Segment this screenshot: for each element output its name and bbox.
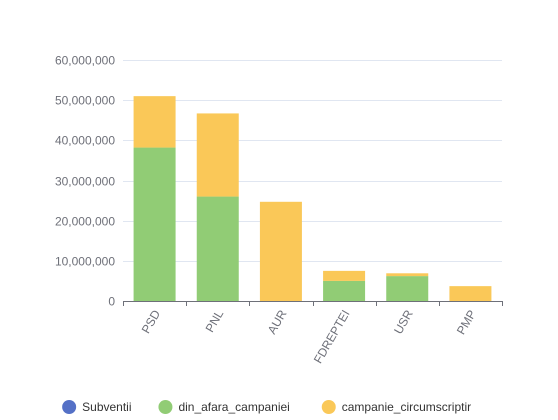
y-tick-label: 10,000,000 [55,255,115,269]
x-category-label: USR [391,307,416,336]
legend-marker [321,400,336,414]
x-axis-category-labels: PSD PNL AUR FDREPTEI USR PMP [139,307,479,366]
x-category-label: PNL [203,307,227,334]
y-tick-label: 30,000,000 [55,175,115,189]
legend[interactable]: Subventii din_afara_campaniei campanie_cir… [62,400,471,414]
bar-segment[interactable] [133,147,176,301]
legend-marker [62,400,77,414]
y-tick-label: 60,000,000 [55,54,115,68]
legend-label: Subventii [82,400,131,414]
legend-item[interactable]: din_afara_campaniei [158,400,290,414]
x-category-label: PMP [454,308,479,338]
legend-label: campanie_circumscriptir [342,400,471,414]
y-tick-label: 0 [108,295,115,309]
y-tick-label: 20,000,000 [55,215,115,229]
bar-segment[interactable] [449,286,492,301]
y-axis-tick-labels: 0 10,000,000 20,000,000 30,000,000 40,000,00… [55,54,115,309]
bar-segment[interactable] [386,276,429,301]
bars[interactable] [133,96,492,301]
x-category-label: AUR [265,307,290,336]
bar-segment[interactable] [133,96,176,148]
bar-segment[interactable] [386,273,429,277]
x-axis [123,301,503,306]
y-tick-label: 40,000,000 [55,134,115,148]
bar-segment[interactable] [259,201,302,301]
x-category-label: PSD [139,307,164,336]
legend-item[interactable]: Subventii [62,400,132,414]
bar-segment[interactable] [196,113,239,197]
legend-item[interactable]: campanie_circumscriptir [321,400,471,414]
legend-marker [158,400,173,414]
legend-label: din_afara_campaniei [178,400,289,414]
grid-lines [123,60,502,262]
y-tick-label: 50,000,000 [55,94,115,108]
x-category-label: FDREPTEI [311,308,353,366]
bar-segment[interactable] [323,280,366,301]
bar-segment[interactable] [323,270,366,281]
bar-segment[interactable] [196,196,239,301]
